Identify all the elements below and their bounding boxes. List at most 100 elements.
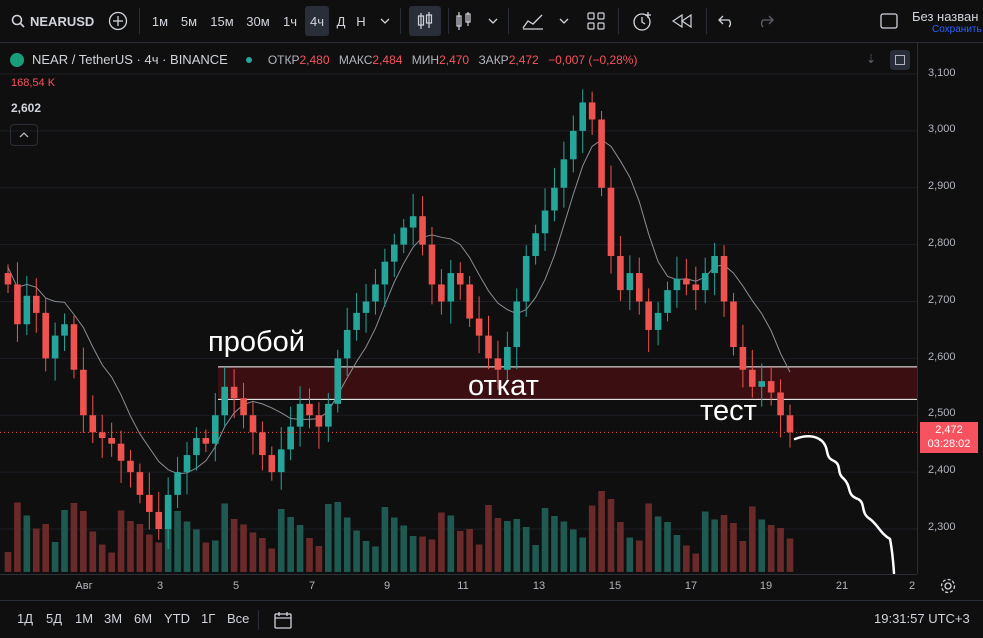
candle-body [739,347,747,370]
market-status-icon [245,56,252,63]
volume-bar [230,519,238,572]
candle-body [240,398,247,416]
candle-body [730,301,737,347]
time-axis[interactable]: Авг 3 5 7 9 11 13 15 17 19 21 2 [0,574,917,599]
volume-bar [739,541,747,572]
bars-style-icon[interactable] [455,0,473,42]
range-3m[interactable]: 3М [104,611,123,626]
volume-bar [485,505,492,572]
replay-icon[interactable] [670,0,694,42]
chevron-down-icon[interactable] [557,0,571,42]
price-tick: 2,300 [928,521,956,533]
volume-bar [654,516,662,572]
candle-body [428,244,436,285]
volume-bar [381,507,389,572]
range-1d[interactable]: 1Д [17,611,34,626]
volume-bar [428,539,436,572]
layout-checkbox-icon[interactable] [878,0,900,42]
range-5d[interactable]: 5Д [46,611,63,626]
redo-icon[interactable] [754,0,776,42]
projection-path [793,435,896,574]
interval-day[interactable]: Д [336,13,346,29]
chevron-down-icon[interactable] [378,0,392,42]
low-value: 2,470 [439,52,470,67]
volume-bar [513,519,521,572]
collapse-legend-button[interactable] [10,124,38,146]
candlestick-chart[interactable] [0,43,917,574]
volume-bar [419,536,426,572]
volume-bar [23,515,31,572]
save-link[interactable]: Сохранить [932,24,982,35]
volume-bar [466,529,473,572]
volume-bar [711,519,718,572]
range-ytd[interactable]: YTD [164,611,190,626]
symbol-name[interactable]: NEARUSD [30,13,95,29]
price-tick: 2,800 [928,237,956,249]
interval-1h[interactable]: 1ч [282,13,297,29]
candle-body [117,443,125,461]
time-tick: 2 [908,580,916,592]
candle-body [211,415,219,444]
interval-15m[interactable]: 15м [210,13,234,29]
interval-4h[interactable]: 4ч [305,6,329,36]
range-1y[interactable]: 1Г [201,611,216,626]
settings-gear-icon[interactable] [940,578,956,599]
interval-week[interactable]: Н [356,13,366,29]
maximize-icon [895,55,905,65]
range-all[interactable]: Все [227,611,250,626]
undo-icon[interactable] [716,0,738,42]
candle-body [268,455,276,473]
alert-clock-icon[interactable] [630,0,654,42]
annotation-breakout: пробой [208,326,305,358]
range-6m[interactable]: 6М [134,611,153,626]
compare-add-icon[interactable] [106,0,130,42]
volume-bar [117,510,125,572]
candle-body [315,415,323,427]
volume-bar [522,527,530,572]
volume-bar [353,530,360,572]
annotation-test: тест [700,395,757,427]
annotation-pullback: откат [468,370,539,402]
pane-maximize-button[interactable] [890,50,910,70]
candle-body [221,386,228,416]
candles-chart-type-icon[interactable] [409,6,441,36]
volume-bar [758,519,766,572]
chevron-down-icon[interactable] [486,0,500,42]
candle-body [692,284,700,291]
legend-title[interactable]: NEAR / TetherUS · 4ч · BINANCE [32,52,228,67]
time-tick: 13 [532,580,546,592]
volume-bar [202,542,210,572]
price-tick: 3,000 [928,123,956,135]
volume-bar [334,502,342,572]
candle-body [390,244,398,262]
candle-body [419,216,426,245]
layout-name[interactable]: Без назван [912,9,979,24]
candle-body [635,273,643,302]
date-range-icon[interactable] [274,611,292,634]
volume-bar [372,546,379,572]
price-axis[interactable]: 3,100 3,000 2,900 2,800 2,700 2,600 2,50… [917,43,983,574]
volume-bar [146,534,153,572]
clock[interactable]: 19:31:57 UTC+3 [874,611,970,626]
chart-pane[interactable] [0,43,917,574]
candle-body [381,261,389,285]
arrow-down-icon[interactable]: ⇣ [866,52,877,66]
volume-bar [786,538,794,572]
candle-body [70,324,78,370]
volume-bar [174,511,181,572]
interval-5m[interactable]: 5м [180,13,198,29]
range-1m[interactable]: 1М [75,611,94,626]
indicators-icon[interactable] [521,0,545,42]
candle-body [645,301,652,330]
candle-body [183,455,191,473]
volume-bar [51,542,59,572]
interval-1m[interactable]: 1м [151,13,169,29]
change-value: −0,007 (−0,28%) [548,52,638,67]
volume-bar [720,515,728,572]
interval-30m[interactable]: 30м [246,13,270,29]
search-icon[interactable] [10,0,26,42]
volume-bar [607,499,615,572]
candle-body [438,284,445,302]
layout-grid-icon[interactable] [585,0,607,42]
candle-body [532,233,539,256]
